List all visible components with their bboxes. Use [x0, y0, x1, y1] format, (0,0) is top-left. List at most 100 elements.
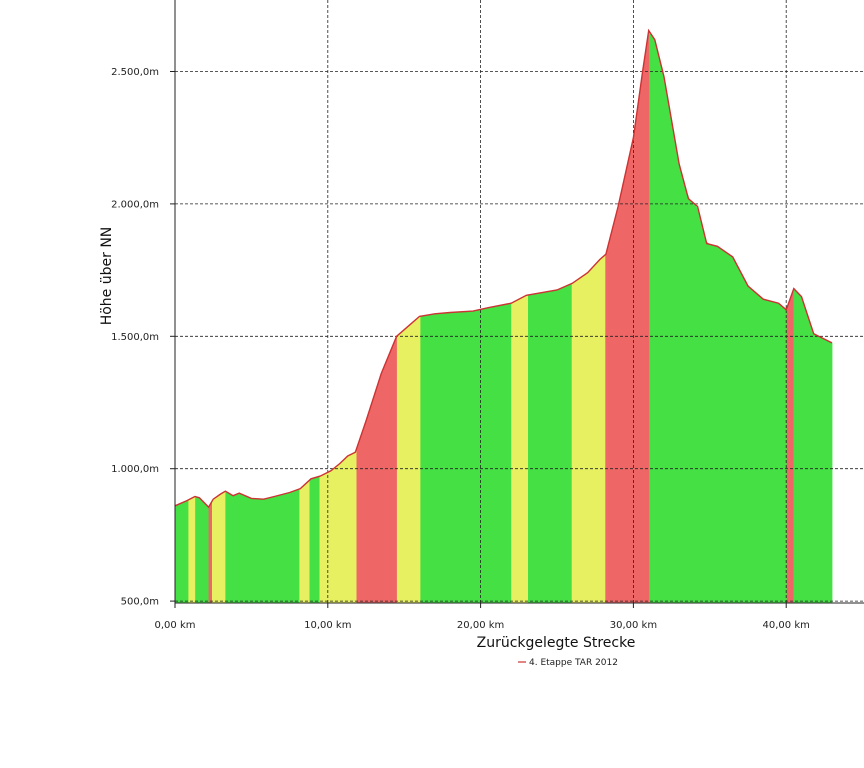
gradient-band	[810, 323, 815, 603]
gradient-band	[494, 305, 499, 603]
gradient-band	[581, 274, 586, 603]
gradient-band	[443, 312, 448, 603]
gradient-band	[252, 498, 257, 603]
gradient-band	[417, 316, 421, 603]
gradient-band	[689, 199, 694, 603]
gradient-band	[363, 419, 367, 603]
gradient-band	[759, 296, 764, 603]
gradient-band	[175, 504, 179, 603]
gradient-band	[370, 398, 374, 603]
gradient-band	[359, 429, 364, 603]
gradient-band	[185, 499, 189, 603]
gradient-band	[591, 264, 596, 603]
gradient-band	[568, 283, 573, 603]
gradient-band	[245, 495, 250, 603]
gradient-band	[706, 241, 710, 603]
gradient-band	[279, 494, 283, 603]
y-tick-label: 2.500,0m	[111, 67, 159, 78]
y-tick-label: 1.500,0m	[111, 332, 159, 343]
gradient-band	[796, 291, 801, 603]
gradient-band	[817, 335, 821, 603]
gradient-band	[827, 340, 831, 603]
gradient-band	[265, 497, 270, 603]
gradient-band	[195, 496, 199, 603]
gradient-band	[830, 342, 833, 603]
gradient-band	[612, 217, 616, 604]
gradient-band	[454, 312, 458, 603]
x-tick-label: 20,00 km	[457, 620, 504, 631]
gradient-band	[746, 283, 751, 603]
gradient-band	[712, 245, 717, 603]
gradient-band	[726, 252, 731, 603]
gradient-band	[601, 254, 606, 603]
gradient-band	[336, 463, 341, 603]
gradient-band	[413, 318, 418, 603]
gradient-band	[524, 295, 529, 603]
gradient-band	[739, 270, 744, 603]
gradient-band	[225, 491, 230, 603]
gradient-band	[679, 164, 683, 603]
gradient-band	[531, 293, 536, 603]
y-tick-labels: 500,0m 1.000,0m 1.500,0m 2.000,0m 2.500,0m	[111, 67, 175, 608]
gradient-band	[585, 271, 589, 603]
gradient-band	[262, 498, 267, 603]
gradient-band	[642, 51, 646, 603]
gradient-band	[376, 377, 381, 603]
gradient-band	[692, 202, 697, 604]
gradient-band	[632, 122, 636, 604]
gradient-band	[743, 276, 747, 603]
gradient-band	[575, 279, 579, 603]
gradient-band	[222, 491, 226, 603]
gradient-band	[228, 493, 233, 603]
gradient-band	[487, 307, 492, 603]
gradient-band	[635, 98, 640, 603]
gradient-band	[188, 498, 193, 603]
x-tick-label: 10,00 km	[304, 620, 351, 631]
gradient-band	[517, 298, 522, 603]
gradient-band	[410, 321, 415, 603]
gradient-band	[736, 263, 741, 603]
gradient-band	[823, 338, 828, 603]
gradient-band	[638, 73, 643, 603]
gradient-band	[467, 311, 472, 603]
gradient-band	[554, 289, 559, 603]
gradient-band	[598, 257, 603, 603]
gradient-band	[497, 305, 502, 603]
gradient-band	[302, 483, 307, 603]
gradient-band	[514, 299, 519, 603]
gradient-band	[578, 276, 583, 603]
gradient-band	[786, 298, 791, 603]
gradient-band	[672, 125, 677, 603]
gradient-band	[800, 295, 804, 603]
gradient-band	[242, 494, 246, 603]
gradient-band	[269, 497, 273, 603]
gradient-band	[198, 497, 203, 603]
gradient-band	[205, 503, 209, 603]
gradient-band	[201, 500, 206, 603]
gradient-band	[178, 502, 183, 603]
gradient-band	[605, 243, 609, 603]
gradient-band	[390, 343, 394, 603]
gradient-band	[511, 301, 515, 603]
gradient-band	[289, 491, 294, 603]
gradient-band	[618, 188, 623, 603]
gradient-band	[652, 36, 657, 603]
x-tick-label: 30,00 km	[610, 620, 657, 631]
y-tick-label: 500,0m	[121, 597, 159, 608]
gradient-band	[373, 387, 378, 603]
gradient-band	[249, 497, 253, 603]
gradient-band	[719, 247, 724, 604]
gradient-band	[773, 301, 778, 603]
gradient-band	[528, 294, 532, 603]
gradient-band	[282, 493, 287, 603]
gradient-band	[608, 230, 613, 603]
gradient-band	[464, 311, 468, 603]
gradient-band	[400, 330, 404, 603]
gradient-band	[588, 268, 593, 603]
gradient-band	[437, 313, 441, 603]
gradient-band	[501, 304, 505, 603]
gradient-band	[292, 490, 297, 603]
x-tick-label: 0,00 km	[155, 620, 196, 631]
gradient-band	[551, 290, 556, 603]
